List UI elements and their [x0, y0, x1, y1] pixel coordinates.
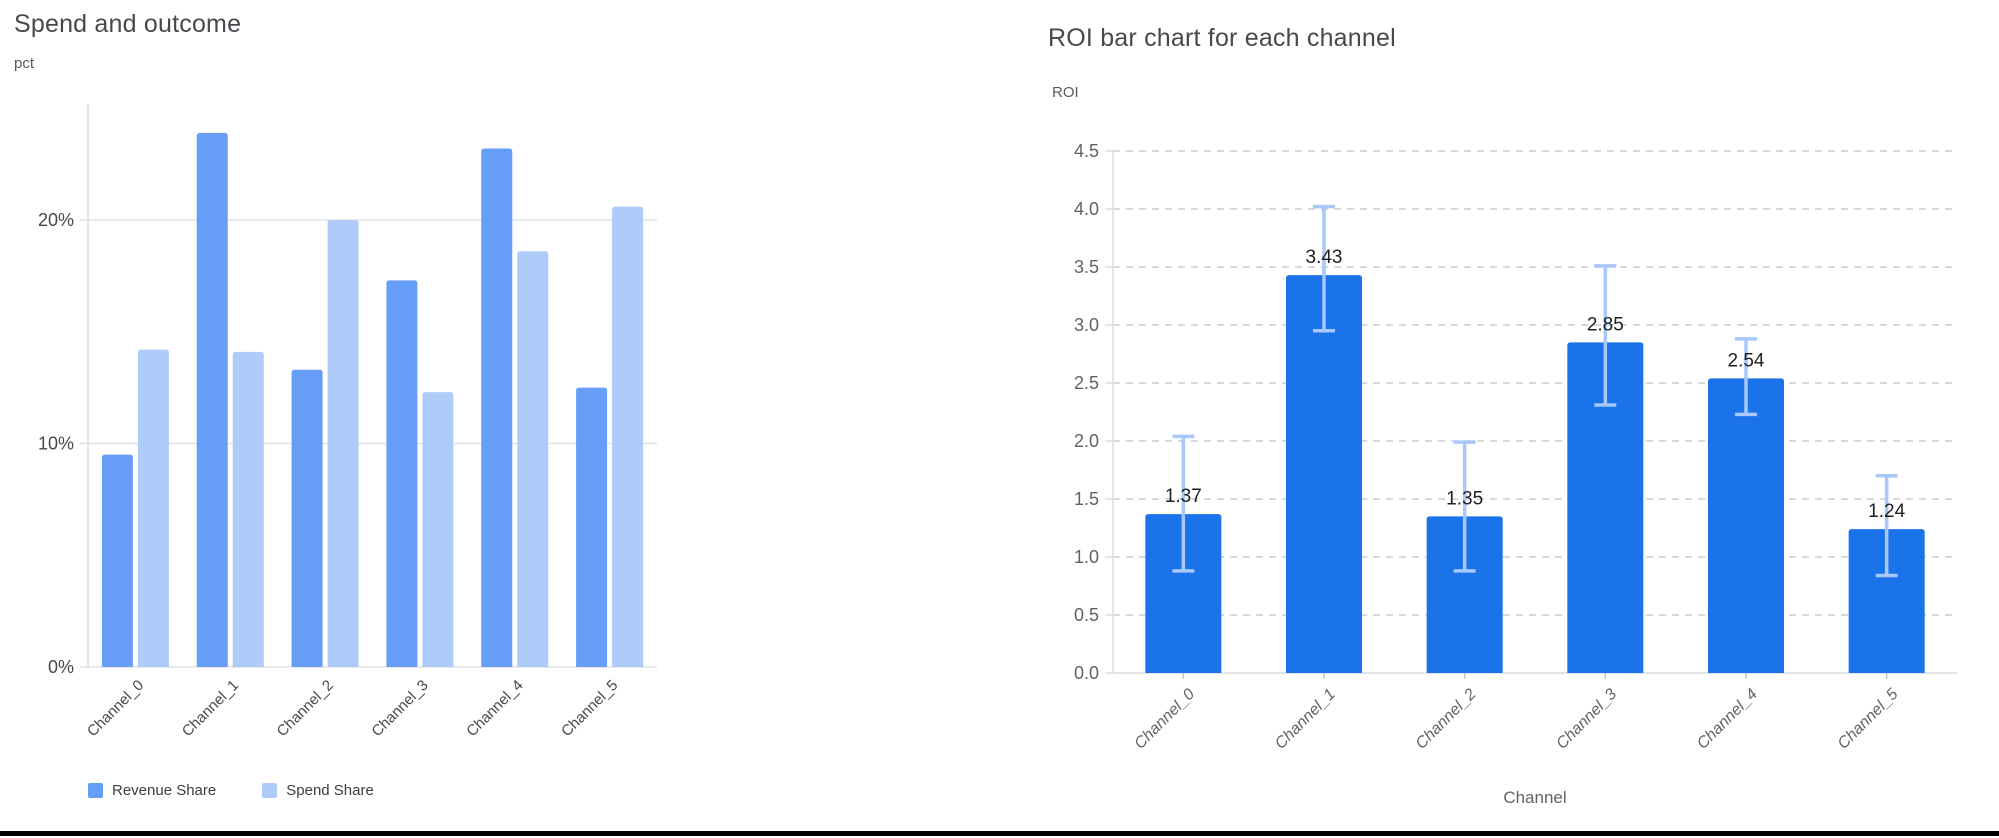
y-tick-label: 1.0 — [1074, 547, 1099, 567]
roi-chart: 0.0 0.5 1.0 1.5 2.0 2.5 3.0 3.5 4.0 4.5 1.37 Channe… — [1074, 141, 1957, 753]
spend-outcome-title: Spend and outcome — [14, 10, 242, 38]
y-tick-label: 0% — [48, 657, 74, 677]
y-tick-label: 3.0 — [1074, 315, 1099, 335]
spend-outcome-chart: 0% 10% 20% Channel_0 Channel_1 Channel_2 Chann… — [38, 103, 657, 740]
legend-swatch-spend-share — [262, 783, 278, 798]
y-tick-label: 2.5 — [1074, 373, 1099, 393]
legend: Revenue Share Spend Share — [88, 782, 374, 799]
bar-value-label: 2.54 — [1728, 350, 1765, 371]
y-tick-label: 0.5 — [1074, 605, 1099, 625]
bar-value-label: 3.43 — [1306, 247, 1343, 268]
legend-swatch-revenue-share — [88, 783, 103, 798]
y-tick-label: 3.5 — [1074, 257, 1099, 277]
x-tick-label: Channel_3 — [368, 677, 431, 740]
bar-roi[interactable] — [1567, 342, 1644, 673]
x-tick-label: Channel_0 — [84, 677, 147, 740]
bar-spend-share[interactable] — [327, 220, 359, 667]
x-tick-label: Channel_0 — [1131, 686, 1198, 753]
bar-revenue-share[interactable] — [386, 280, 418, 667]
bar-roi[interactable] — [1848, 529, 1925, 673]
bar-revenue-share[interactable] — [196, 132, 228, 667]
bar-spend-share[interactable] — [612, 206, 644, 667]
bar-revenue-share[interactable] — [576, 387, 608, 667]
bar-roi[interactable] — [1286, 275, 1362, 673]
legend-label-spend-share: Spend Share — [286, 782, 374, 799]
x-tick-label: Channel_5 — [558, 677, 621, 740]
x-tick-label: Channel_2 — [1413, 686, 1480, 753]
x-tick-label: Channel_5 — [1835, 686, 1902, 753]
roi-y-unit: ROI — [1052, 84, 1079, 101]
bar-value-label: 1.35 — [1446, 488, 1483, 509]
x-tick-label: Channel_4 — [463, 677, 526, 740]
x-tick-label: Channel_3 — [1553, 686, 1620, 753]
bar-roi[interactable] — [1708, 378, 1784, 673]
bar-spend-share[interactable] — [517, 251, 549, 668]
roi-chart-title: ROI bar chart for each channel — [1048, 24, 1396, 52]
roi-x-axis-title: Channel — [1503, 788, 1567, 807]
x-tick-label: Channel_1 — [1272, 686, 1339, 753]
y-tick-label: 20% — [38, 210, 74, 230]
bar-spend-share[interactable] — [137, 349, 169, 667]
legend-label-revenue-share: Revenue Share — [112, 782, 217, 799]
bar-roi[interactable] — [1145, 514, 1222, 673]
window-bottom-edge — [0, 831, 1999, 836]
bar-value-label: 2.85 — [1587, 314, 1624, 335]
x-tick-label: Channel_2 — [274, 677, 337, 740]
bar-value-label: 1.37 — [1165, 486, 1202, 507]
y-tick-label: 4.5 — [1074, 141, 1099, 161]
y-tick-label: 10% — [38, 434, 74, 454]
y-tick-label: 0.0 — [1074, 663, 1099, 683]
spend-outcome-y-unit: pct — [14, 55, 35, 72]
x-tick-label: Channel_4 — [1694, 686, 1761, 753]
bar-value-label: 1.24 — [1868, 501, 1905, 522]
x-tick-label: Channel_1 — [179, 677, 242, 740]
y-tick-label: 4.0 — [1074, 199, 1099, 219]
bar-revenue-share[interactable] — [291, 369, 323, 667]
bar-revenue-share[interactable] — [481, 148, 513, 668]
bar-spend-share[interactable] — [422, 392, 454, 667]
bar-spend-share[interactable] — [232, 351, 264, 667]
bar-roi[interactable] — [1426, 516, 1503, 673]
legend-item-revenue-share[interactable]: Revenue Share — [88, 782, 216, 799]
bar-revenue-share[interactable] — [101, 454, 133, 667]
y-tick-label: 1.5 — [1074, 489, 1099, 509]
legend-item-spend-share[interactable]: Spend Share — [262, 782, 374, 799]
y-tick-label: 2.0 — [1074, 431, 1099, 451]
